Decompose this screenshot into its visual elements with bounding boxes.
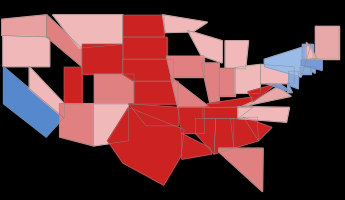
Polygon shape [300,67,311,74]
Polygon shape [129,104,179,126]
Polygon shape [201,63,219,104]
Polygon shape [310,67,315,73]
Polygon shape [166,56,204,77]
Polygon shape [241,87,291,107]
Polygon shape [135,81,178,104]
Polygon shape [225,41,248,69]
Polygon shape [266,84,292,93]
Polygon shape [238,107,289,122]
Polygon shape [60,104,93,146]
Polygon shape [306,42,317,59]
Polygon shape [171,77,210,107]
Polygon shape [214,119,234,154]
Polygon shape [178,107,205,133]
Polygon shape [302,44,313,59]
Polygon shape [123,15,164,37]
Polygon shape [195,119,216,154]
Polygon shape [53,15,123,48]
Polygon shape [289,71,299,89]
Polygon shape [93,74,135,104]
Polygon shape [29,67,64,119]
Polygon shape [3,36,50,67]
Polygon shape [123,59,174,81]
Polygon shape [243,117,272,141]
Polygon shape [203,107,254,119]
Polygon shape [188,30,222,63]
Polygon shape [230,117,258,148]
Polygon shape [123,37,167,59]
Polygon shape [3,67,64,137]
Polygon shape [162,15,208,33]
Polygon shape [264,44,311,77]
Polygon shape [235,64,260,93]
Polygon shape [288,83,292,93]
Polygon shape [315,26,339,59]
Polygon shape [64,67,82,104]
Polygon shape [108,107,184,185]
Polygon shape [208,97,252,107]
Polygon shape [219,68,235,96]
Polygon shape [248,84,277,101]
Polygon shape [47,15,82,67]
Polygon shape [301,60,322,70]
Polygon shape [2,15,47,37]
Polygon shape [181,133,212,159]
Polygon shape [82,44,123,74]
Polygon shape [93,104,129,146]
Polygon shape [260,64,294,84]
Polygon shape [219,148,263,192]
